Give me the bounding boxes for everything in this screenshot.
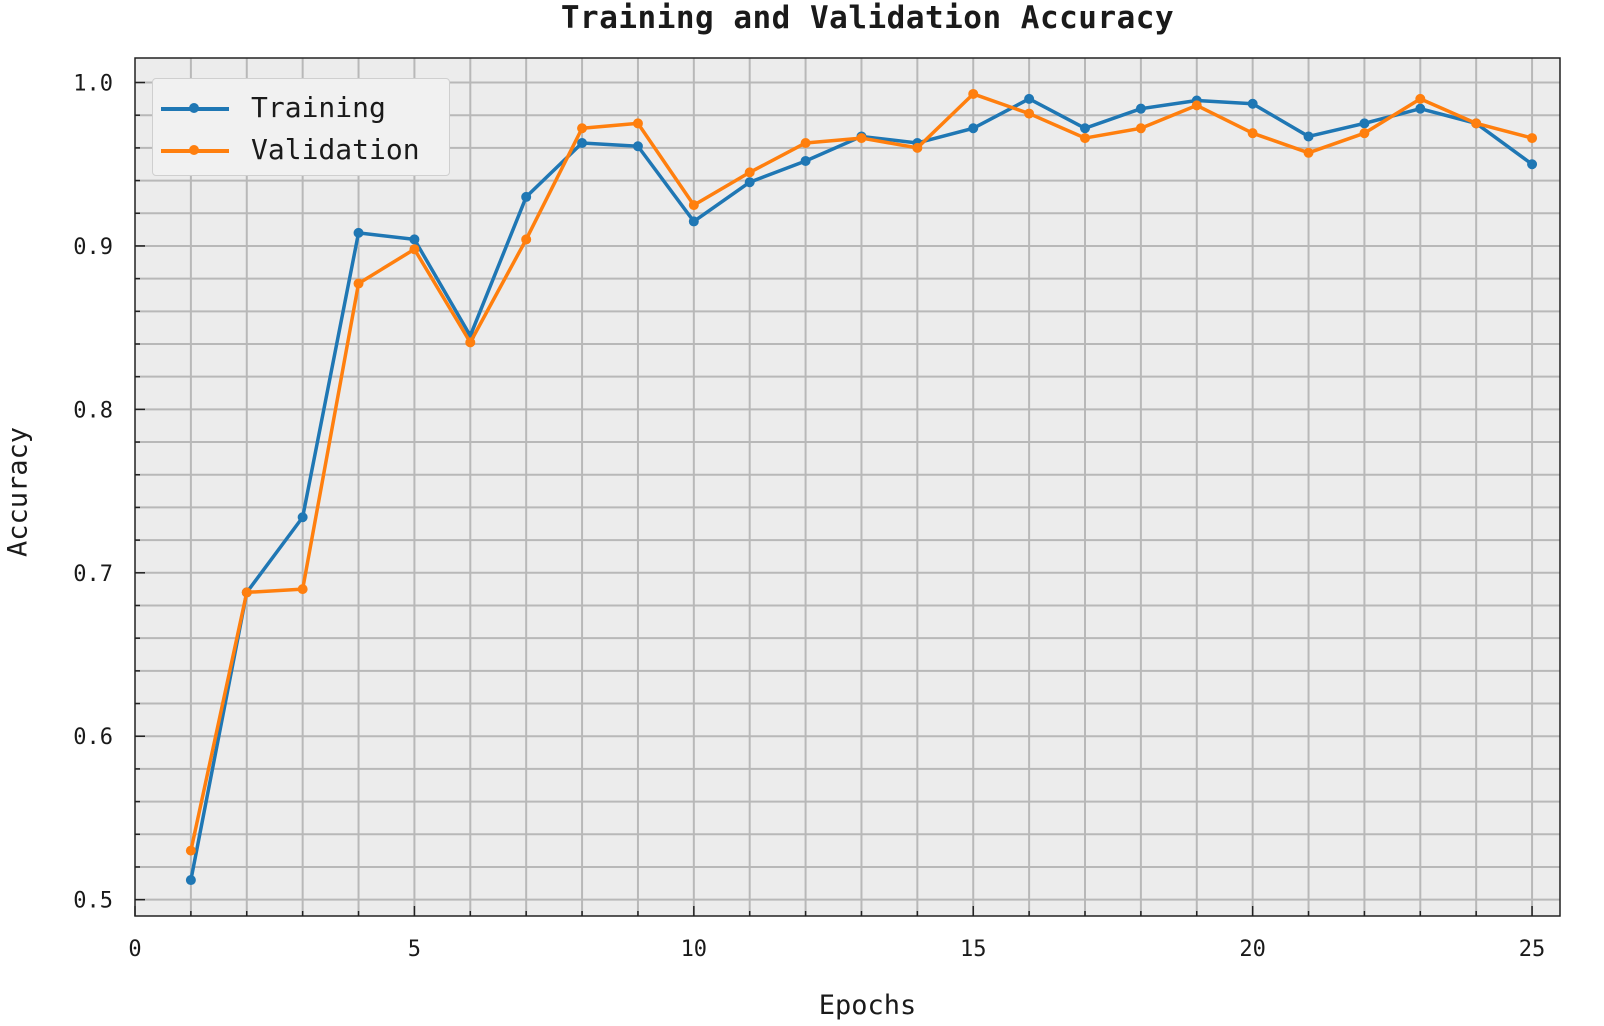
x-tick-label: 0 [128, 937, 141, 962]
data-point-validation [521, 234, 532, 245]
grid-lines [135, 58, 1560, 916]
data-point-training [353, 227, 364, 238]
legend-marker-validation [189, 145, 199, 155]
y-tick-label: 0.8 [73, 398, 113, 423]
x-tick-label: 20 [1239, 937, 1266, 962]
data-point-validation [241, 587, 252, 598]
data-point-validation [1135, 123, 1146, 134]
x-tick-label: 5 [408, 937, 421, 962]
data-point-training [185, 875, 196, 886]
data-point-training [1247, 98, 1258, 109]
data-point-training [1135, 103, 1146, 114]
data-point-validation [968, 88, 979, 99]
data-point-training [521, 191, 532, 202]
series-lines [185, 88, 1538, 886]
x-tick-label: 25 [1519, 937, 1546, 962]
axes [134, 57, 1561, 917]
data-point-training [577, 137, 588, 148]
data-point-validation [1024, 108, 1035, 119]
data-point-training [297, 512, 308, 523]
data-point-validation [1415, 93, 1426, 104]
data-point-training [1359, 118, 1370, 129]
x-tick-labels: 0 5 10 15 20 25 [128, 937, 1545, 962]
y-axis-label: Accuracy [2, 426, 34, 558]
data-point-validation [1471, 118, 1482, 129]
legend: Training Validation [152, 78, 450, 176]
data-point-training [409, 234, 420, 245]
legend-item-validation: Validation [161, 131, 441, 171]
legend-marker-training [189, 103, 199, 113]
data-point-training [800, 155, 811, 166]
axes-frame [134, 57, 1561, 917]
legend-item-training: Training [161, 89, 441, 129]
data-point-validation [856, 133, 867, 144]
data-point-training [1527, 159, 1538, 170]
legend-label-training: Training [251, 91, 386, 124]
y-tick-label: 0.5 [73, 889, 113, 914]
data-point-validation [1080, 133, 1090, 144]
data-point-training [744, 177, 755, 188]
plot-background [135, 58, 1560, 916]
y-tick-label: 0.6 [73, 725, 113, 750]
data-point-validation [688, 200, 699, 211]
x-axis-label: Epochs [818, 990, 917, 1021]
data-point-validation [353, 278, 364, 289]
data-point-validation [465, 337, 476, 348]
data-point-training [632, 141, 643, 152]
legend-label-validation: Validation [251, 133, 420, 166]
y-tick-labels: 0.5 0.6 0.7 0.8 0.9 1.0 [73, 72, 113, 914]
data-point-validation [1303, 147, 1314, 158]
series-validation [185, 88, 1538, 856]
chart-title: Training and Validation Accuracy [560, 0, 1175, 36]
y-tick-label: 0.9 [73, 235, 113, 260]
x-tick-label: 10 [681, 937, 708, 962]
data-point-training [688, 216, 699, 227]
data-point-validation [800, 137, 811, 148]
data-point-training [1080, 123, 1090, 134]
data-point-validation [744, 167, 755, 178]
data-point-training [968, 123, 979, 134]
data-point-validation [185, 845, 196, 856]
data-point-validation [1191, 100, 1202, 111]
y-tick-label: 0.7 [73, 562, 113, 587]
data-point-validation [577, 123, 588, 134]
x-tick-label: 15 [960, 937, 987, 962]
data-point-validation [409, 244, 420, 255]
data-point-validation [912, 142, 923, 153]
y-tick-label: 1.0 [73, 72, 113, 97]
data-point-validation [632, 118, 643, 129]
data-point-validation [1247, 128, 1258, 139]
data-point-training [1415, 103, 1426, 114]
data-point-validation [1527, 133, 1538, 144]
data-point-validation [1359, 128, 1370, 139]
data-point-validation [297, 584, 308, 595]
data-point-training [1024, 93, 1035, 104]
data-point-training [1303, 131, 1314, 142]
